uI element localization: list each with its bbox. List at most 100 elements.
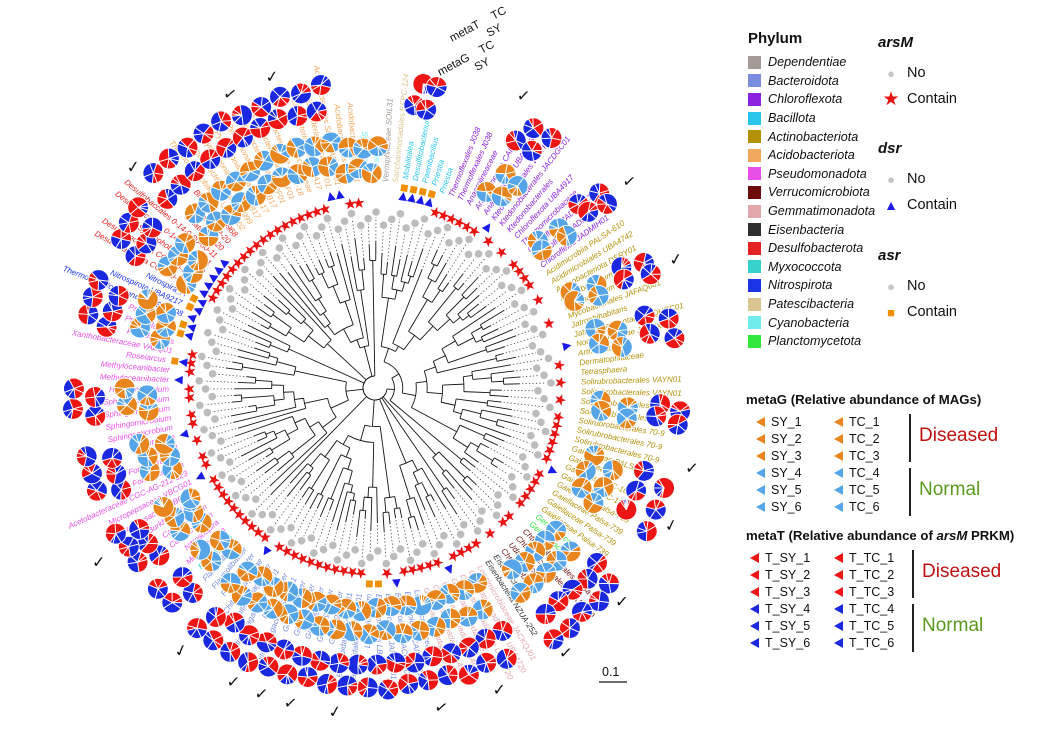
phylum-color-swatch — [748, 223, 761, 237]
tip-dot — [342, 551, 351, 559]
asr-square-icon — [178, 320, 188, 329]
gene-presence-legends: arsM ● No ★ Contain dsr ● No ▲ Contain asr ● No ■ Cont… — [878, 34, 1050, 354]
scale-bar-value: 0.1 — [602, 665, 619, 679]
checkmark-icon: ✓ — [265, 68, 280, 86]
arsM-star-icon — [221, 270, 233, 283]
arsM-star-icon — [446, 213, 458, 225]
dsr-triangle-icon — [220, 259, 230, 269]
abundance-pie — [347, 653, 369, 676]
checkmark-icon: ✓ — [282, 694, 298, 713]
sample-label: TC_5 — [849, 482, 880, 497]
tip-dot — [366, 553, 374, 562]
arsM-star-icon — [553, 359, 566, 371]
tip-dot — [532, 364, 541, 372]
tip-dot — [502, 267, 511, 275]
arsM-star-icon — [294, 212, 306, 224]
abundance-pie — [612, 268, 635, 291]
checkmark-icon: ✓ — [516, 88, 531, 106]
checkmark-icon: ✓ — [663, 516, 680, 535]
gene-legend-dsr: dsr ● No ▲ Contain — [878, 140, 1048, 218]
tip-dot — [534, 387, 542, 395]
tip-dot — [424, 230, 432, 238]
sample-row: T_SY_1 — [750, 549, 810, 566]
tip-dot — [521, 320, 529, 329]
phylum-name: Patescibacteria — [768, 297, 855, 312]
sample-triangle-icon — [756, 484, 765, 495]
phylum-name: Dependentiae — [768, 55, 847, 70]
dsr-triangle-icon — [327, 192, 336, 202]
tip-dot — [203, 408, 212, 417]
sample-row: T_SY_2 — [750, 566, 810, 583]
tip-dot — [547, 379, 555, 387]
phylum-legend-title: Phylum — [748, 30, 803, 47]
taxon-label: Tetrasphaera — [580, 364, 628, 377]
sample-row: T_SY_6 — [750, 634, 810, 651]
tip-dot — [507, 283, 516, 292]
abundance-pie — [77, 303, 100, 326]
abundance-pie — [174, 232, 196, 254]
tip-dot — [258, 510, 267, 519]
arsM-star-icon — [438, 210, 450, 222]
tip-dot — [273, 254, 281, 262]
dsr-triangle-icon — [481, 223, 491, 233]
arsM-star-icon — [183, 392, 195, 404]
dsr-triangle-icon — [203, 282, 214, 291]
asr-square-icon — [189, 293, 199, 303]
abundance-pie — [559, 617, 581, 639]
arsM-star-icon — [415, 562, 427, 574]
sample-triangle-icon — [834, 637, 843, 648]
sample-label: TC_1 — [849, 414, 880, 429]
tip-dot — [201, 385, 210, 393]
gene-no-row: ● No — [878, 166, 1048, 192]
arsM-star-icon — [497, 516, 509, 528]
sample-column: T_TC_1 T_TC_2 T_TC_3 T_TC_4 T_TC_5 T_TC_6 — [834, 549, 894, 651]
tip-dot — [266, 525, 275, 534]
tip-dot — [307, 534, 316, 542]
tip-dot — [476, 517, 484, 525]
tip-dot — [228, 305, 237, 313]
arsM-star-icon — [540, 453, 553, 465]
abundance-pie — [223, 611, 246, 634]
sample-column: SY_1 SY_2 SY_3 SY_4 SY_5 SY_6 — [756, 413, 802, 515]
sample-row: SY_1 — [756, 413, 802, 430]
checkmark-icon: ✓ — [126, 159, 141, 177]
sample-label: SY_3 — [771, 448, 802, 463]
arsM-star-icon — [186, 348, 198, 361]
tip-dot — [357, 559, 366, 568]
arsM-star-icon — [223, 495, 235, 508]
tip-dot — [544, 354, 553, 363]
arsM-star-icon — [257, 234, 270, 246]
abundance-pie — [360, 162, 383, 184]
gene-legend-arsM: arsM ● No ★ Contain — [878, 34, 1048, 112]
ring-label-metaG-text: metaG — [436, 52, 472, 79]
abundance-pie — [286, 105, 309, 127]
abundance-pie — [169, 173, 192, 196]
abundance-pie — [336, 674, 359, 697]
metaT-title-gene: arsM — [936, 528, 968, 543]
tip-dot — [207, 338, 216, 347]
phylum-legend-item: Eisenbacteria — [748, 220, 875, 239]
abundance-pie — [666, 413, 689, 436]
phylum-legend-items: Dependentiae Bacteroidota Chloroflexota Bac… — [748, 53, 875, 351]
asr-square-icon — [365, 580, 373, 588]
arsM-star-icon — [286, 216, 299, 228]
abundance-pie — [506, 175, 529, 197]
arsM-star-icon — [495, 247, 507, 259]
phylum-color-swatch — [748, 316, 761, 330]
abundance-pie — [303, 135, 326, 158]
abundance-pie — [316, 673, 338, 695]
tip-dot — [485, 250, 493, 258]
phylum-color-swatch — [748, 334, 761, 348]
dsr-triangle-icon — [444, 564, 453, 574]
tip-dot — [241, 265, 249, 274]
abundance-pie — [75, 445, 98, 468]
arsM-star-icon — [288, 549, 300, 561]
arsM-star-icon — [518, 272, 530, 284]
sample-label: T_TC_5 — [849, 618, 895, 633]
sample-triangle-icon — [750, 637, 759, 648]
tip-dot — [240, 275, 249, 284]
abundance-pie — [171, 566, 194, 588]
sample-triangle-icon — [834, 416, 843, 427]
sample-label: T_TC_4 — [849, 601, 895, 616]
abundance-pie — [202, 629, 225, 652]
